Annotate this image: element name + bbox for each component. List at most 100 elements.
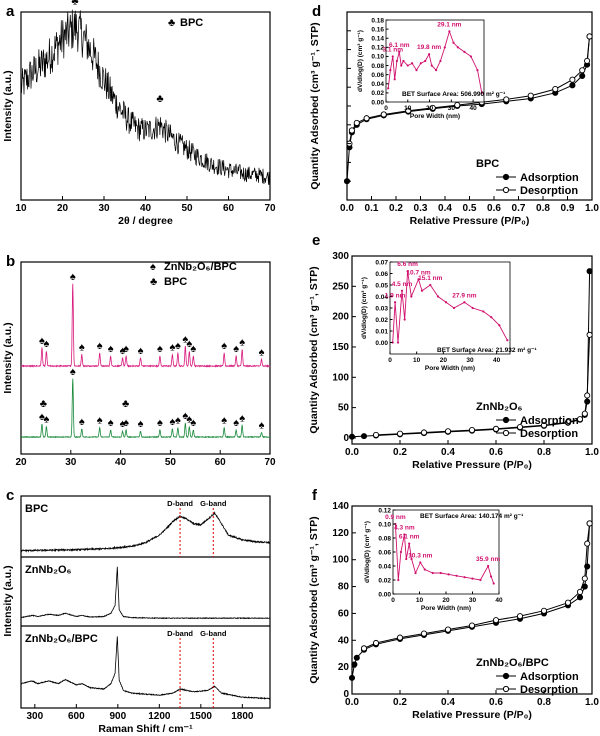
- panel-c-subplot-name-0: BPC: [25, 503, 48, 515]
- panel-f-y-tick-label: 40: [338, 635, 350, 646]
- panel-b-x-tick-label: 20: [15, 457, 27, 468]
- panel-a-x-tick-label: 60: [223, 203, 235, 214]
- panel-e-legend-marker-1: [502, 429, 510, 437]
- panel-e-point-desorption: [420, 429, 428, 436]
- panel-f-inset-x-tick-label: 10: [416, 597, 424, 604]
- panel-d-point-desorption: [380, 111, 387, 118]
- panel-b-series-bpc-bpc-marker: ♣: [122, 398, 129, 410]
- panel-b-series-bpc-marker: ♠: [186, 414, 192, 426]
- panel-e-inset-surface-area: BET Surface Area: 21.932 m² g⁻¹: [437, 347, 537, 354]
- panel-f-point-desorption: [396, 634, 404, 641]
- panel-f-inset-x-tick-label: 30: [469, 597, 477, 604]
- panel-f-legend-marker-1: [502, 685, 510, 693]
- panel-d-inset-point: [452, 41, 455, 44]
- panel-b-series-bpc-marker: ♠: [190, 417, 196, 429]
- panel-e-point-desorption: [584, 392, 591, 399]
- panel-e-inset-point: [410, 295, 413, 298]
- panel-c-band-label-2-0: D-band: [167, 629, 193, 638]
- panel-e-inset-point: [444, 301, 448, 304]
- panel-d-inset-y-axis-label: dV/dlog(D) (cm³ g⁻¹): [357, 30, 364, 92]
- panel-d-inset-peak-label-2: 19.8 nm: [417, 44, 441, 51]
- panel-b-series-znnb2o6-bpc-marker: ♠: [39, 335, 45, 347]
- panel-f-inset-y-axis-label: dV/dlog(D) (cm³ g⁻¹): [364, 521, 371, 583]
- panel-d-inset-point: [480, 91, 483, 94]
- panel-e-inset-point: [400, 289, 404, 292]
- panel-c-plot-frame: [20, 495, 271, 709]
- panel-d-inset-y-tick-label: 0.14: [371, 36, 384, 43]
- panel-d-x-tick-label: 1.0: [585, 203, 599, 214]
- panel-d-point-desorption: [363, 115, 370, 122]
- panel-b-plot-frame: [20, 261, 271, 455]
- panel-d-x-tick-label: 0.2: [389, 203, 403, 214]
- panel-f-inset-peak-label-2: 6.1 nm: [399, 534, 420, 541]
- panel-e-inset-y-tick-label: 0.06: [375, 271, 388, 278]
- panel-f-inset-x-tick-label: 0: [391, 597, 395, 604]
- panel-f-inset-point: [397, 578, 400, 582]
- panel-d-inset-x-tick-label: 20: [426, 105, 434, 112]
- panel-a-x-tick-label: 20: [57, 203, 69, 214]
- panel-e-inset-point: [506, 339, 509, 342]
- panel-f-point-desorption: [372, 639, 380, 647]
- panel-d-inset-point: [428, 53, 431, 56]
- panel-e-x-tick-label: 0.2: [393, 447, 407, 458]
- panel-e-inset-frame: [389, 261, 511, 355]
- panel-b-series-bpc-marker: ♠: [157, 417, 163, 429]
- panel-f-x-tick-label: 0.0: [345, 697, 359, 708]
- panel-e-point-desorption: [516, 423, 524, 431]
- panel-f-point-desorption: [444, 626, 452, 633]
- panel-f-inset-point: [410, 557, 413, 561]
- panel-e-y-tick-label: 250: [332, 281, 349, 292]
- panel-b-series-bpc-marker: ♠: [233, 417, 239, 429]
- panel-d-x-tick-label: 0.4: [438, 203, 452, 214]
- panel-c-series-1: [20, 566, 271, 620]
- panel-e-inset-point: [463, 301, 466, 304]
- panel-f-inset-peak-label-4: 35.9 nm: [476, 556, 500, 563]
- panel-d-x-tick-label: 0.3: [414, 203, 428, 214]
- panel-e-point-desorption: [564, 419, 572, 426]
- panel-d-inset-y-tick-label: 0.00: [371, 99, 384, 106]
- panel-e-inset-point: [391, 341, 394, 344]
- panel-f-inset-point: [489, 575, 493, 578]
- panel-f-inset-point: [403, 533, 406, 536]
- panel-f-y-tick-label: 80: [338, 582, 350, 593]
- panel-f-point-desorption: [564, 599, 572, 606]
- panel-e-y-tick-label: 300: [332, 251, 349, 262]
- panel-b-y-axis-label: Intensity (a.u.): [2, 322, 14, 393]
- panel-d-inset-point: [415, 69, 418, 72]
- panel-e-inset-y-tick-label: 0.05: [375, 282, 388, 289]
- panel-b-series-bpc-marker: ♠: [120, 418, 126, 430]
- panel-e-inset-y-tick-label: 0.02: [375, 317, 388, 324]
- panel-d-point-desorption: [569, 76, 576, 83]
- panel-b-series-znnb2o6-bpc-marker: ♠: [123, 343, 129, 355]
- panel-f-inset-point: [471, 577, 474, 580]
- panel-f-point-desorption: [576, 588, 584, 595]
- panel-d-inset-y-tick-label: 0.12: [371, 45, 384, 52]
- panel-d-x-tick-label: 0.1: [365, 203, 379, 214]
- panel-f-point-desorption: [516, 613, 524, 620]
- panel-e-point-desorption: [576, 416, 584, 423]
- panel-c-x-tick-label: 300: [26, 711, 43, 722]
- panel-d-inset-point: [411, 62, 414, 65]
- panel-d-point-adsorption: [579, 72, 586, 79]
- panel-f-point-desorption: [468, 622, 476, 629]
- panel-f-point-desorption: [420, 630, 428, 637]
- panel-a-legend-name: BPC: [180, 17, 203, 29]
- panel-b-series-bpc-marker: ♠: [79, 416, 85, 428]
- panel-f-y-tick-label: 100: [332, 555, 349, 566]
- panel-f-x-axis-label: Relative Pressure (P/P₀): [412, 709, 532, 721]
- panel-b-series-znnb2o6-bpc-marker: ♠: [259, 346, 265, 358]
- panel-e-point-desorption: [468, 427, 476, 434]
- panel-b-series-znnb2o6-bpc-marker: ♠: [108, 343, 114, 355]
- panel-e-inset-x-tick-label: 40: [493, 357, 501, 364]
- panel-e-point-adsorption: [586, 268, 593, 275]
- panel-d-inset-point: [469, 55, 473, 58]
- panel-a-x-tick-label: 30: [98, 203, 110, 214]
- panel-b-series-znnb2o6-bpc-marker: ♠: [233, 343, 239, 355]
- panel-d-inset-point: [402, 59, 405, 63]
- panel-e-inset-point: [406, 270, 409, 273]
- panel-e-point-desorption: [540, 422, 548, 429]
- panel-f-inset-y-tick-label: 0.02: [378, 577, 391, 584]
- panel-f-inset-y-tick-label: 0.12: [378, 507, 391, 514]
- panel-e-inset-x-tick-label: 30: [466, 357, 474, 364]
- panel-f-legend-name-0: Adsorption: [520, 671, 579, 683]
